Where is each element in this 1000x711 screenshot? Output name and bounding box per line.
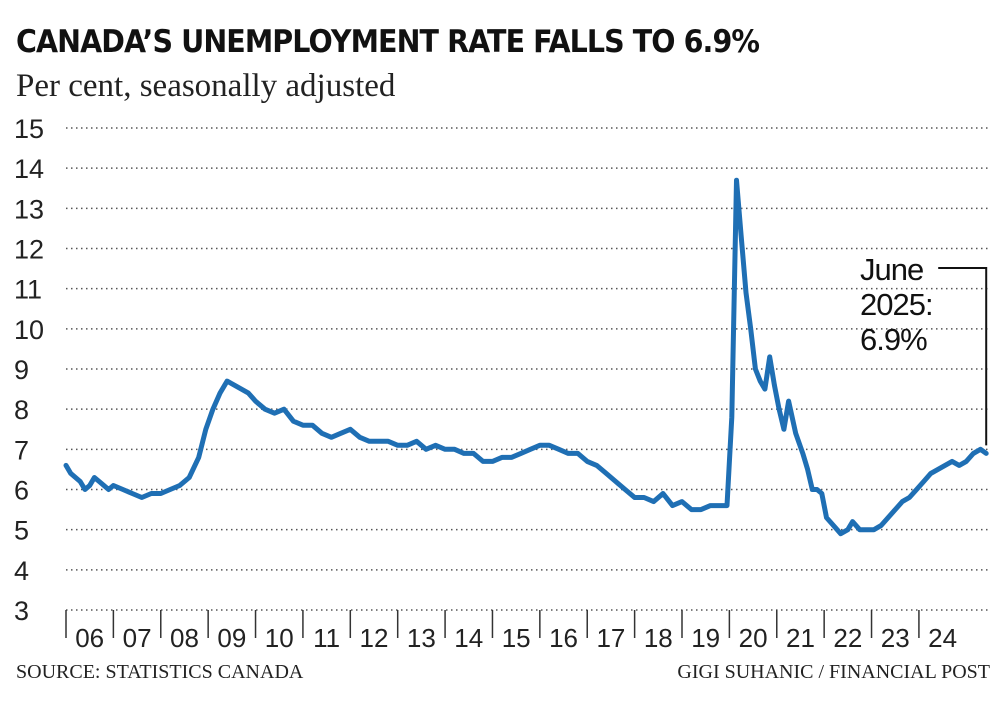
x-tick-label: 06 <box>75 623 104 653</box>
y-tick-label: 12 <box>14 235 44 265</box>
annotation-label: June 2025: 6.9% <box>860 252 934 357</box>
grid-lines <box>66 127 990 571</box>
x-tick-label: 09 <box>217 623 246 653</box>
y-tick-label: 10 <box>14 315 44 345</box>
x-tick-label: 16 <box>549 623 578 653</box>
x-axis-ticks: 06 07 08 09 10 11 12 13 14 15 16 17 18 19 20 21 22 23 24 <box>65 609 990 653</box>
annotation-line-3: 6.9% <box>860 322 928 357</box>
x-tick-label: 13 <box>407 623 436 653</box>
source-note: SOURCE: STATISTICS CANADA <box>16 661 304 683</box>
x-tick-label: 14 <box>454 623 483 653</box>
x-tick-label: 08 <box>170 623 199 653</box>
y-axis-ticks: 3 4 5 6 7 8 9 10 11 12 13 14 15 <box>14 114 44 626</box>
y-tick-label: 3 <box>14 596 29 626</box>
x-tick-label: 20 <box>739 623 768 653</box>
x-tick-label: 24 <box>928 623 957 653</box>
annotation-leader-line <box>938 267 988 446</box>
y-tick-label: 5 <box>14 516 29 546</box>
x-tick-label: 18 <box>644 623 673 653</box>
x-tick-label: 23 <box>881 623 910 653</box>
y-tick-label: 9 <box>14 355 29 385</box>
chart-subtitle: Per cent, seasonally adjusted <box>16 68 396 104</box>
x-tick-label: 19 <box>691 623 720 653</box>
series-line <box>63 177 989 537</box>
y-tick-label: 15 <box>14 114 44 144</box>
x-tick-label: 12 <box>360 623 389 653</box>
x-tick-label: 22 <box>833 623 862 653</box>
x-tick-label: 10 <box>265 623 294 653</box>
y-tick-label: 4 <box>14 556 29 586</box>
y-tick-label: 6 <box>14 476 29 506</box>
y-tick-label: 14 <box>14 154 44 184</box>
y-tick-label: 11 <box>14 275 42 305</box>
x-tick-label: 17 <box>596 623 625 653</box>
x-tick-label: 21 <box>786 623 815 653</box>
y-tick-label: 13 <box>14 194 44 224</box>
x-tick-label: 11 <box>313 623 340 653</box>
y-tick-label: 8 <box>14 395 29 425</box>
annotation-line-2: 2025: <box>860 287 934 322</box>
chart-title: CANADA’S UNEMPLOYMENT RATE FALLS TO 6.9% <box>16 24 760 60</box>
y-tick-label: 7 <box>14 435 29 465</box>
x-tick-label: 07 <box>123 623 152 653</box>
annotation-line-1: June <box>860 252 924 287</box>
x-tick-label: 15 <box>502 623 531 653</box>
credit-note: GIGI SUHANIC / FINANCIAL POST <box>677 661 990 683</box>
